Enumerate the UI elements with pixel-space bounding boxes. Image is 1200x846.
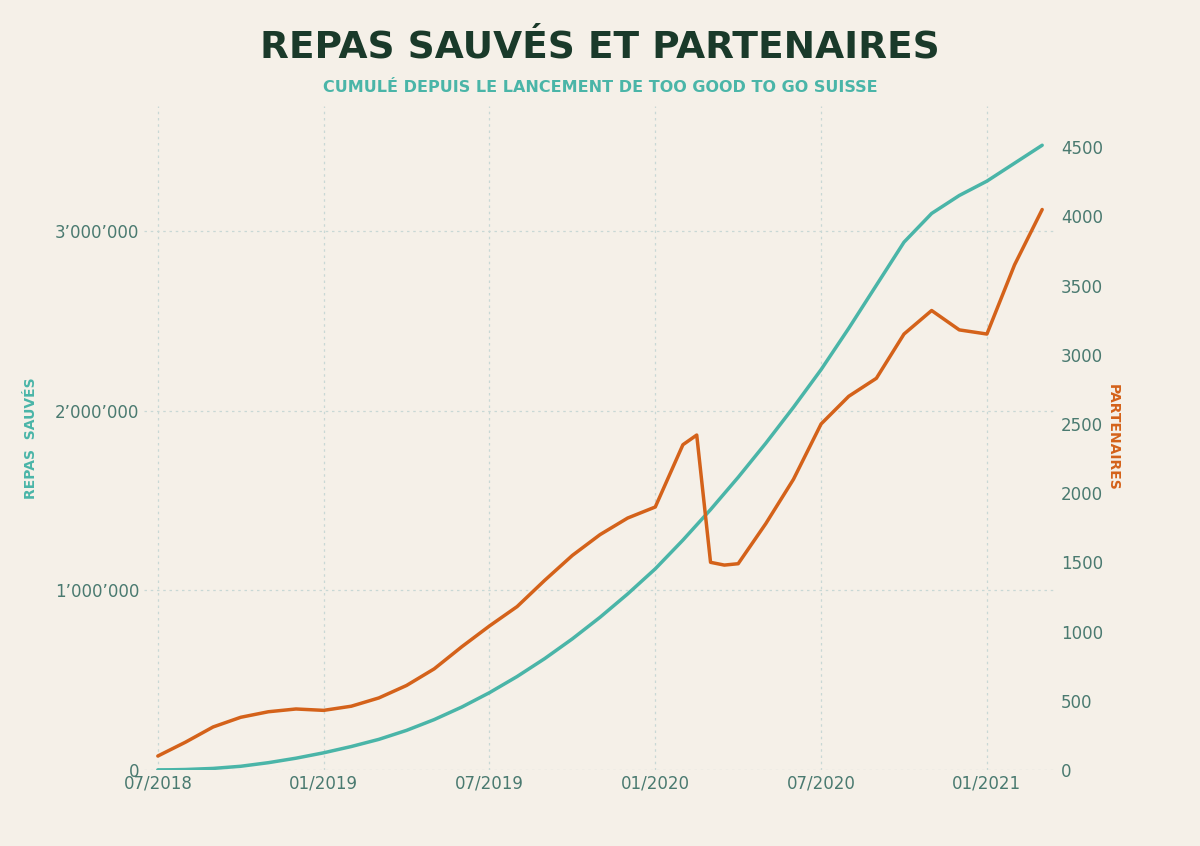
Y-axis label: REPAS  SAUVÉS: REPAS SAUVÉS: [24, 377, 38, 498]
Y-axis label: PARTENAIRES: PARTENAIRES: [1105, 384, 1120, 492]
Text: CUMULÉ DEPUIS LE LANCEMENT DE TOO GOOD TO GO SUISSE: CUMULÉ DEPUIS LE LANCEMENT DE TOO GOOD T…: [323, 80, 877, 96]
Text: REPAS SAUVÉS ET PARTENAIRES: REPAS SAUVÉS ET PARTENAIRES: [260, 30, 940, 66]
